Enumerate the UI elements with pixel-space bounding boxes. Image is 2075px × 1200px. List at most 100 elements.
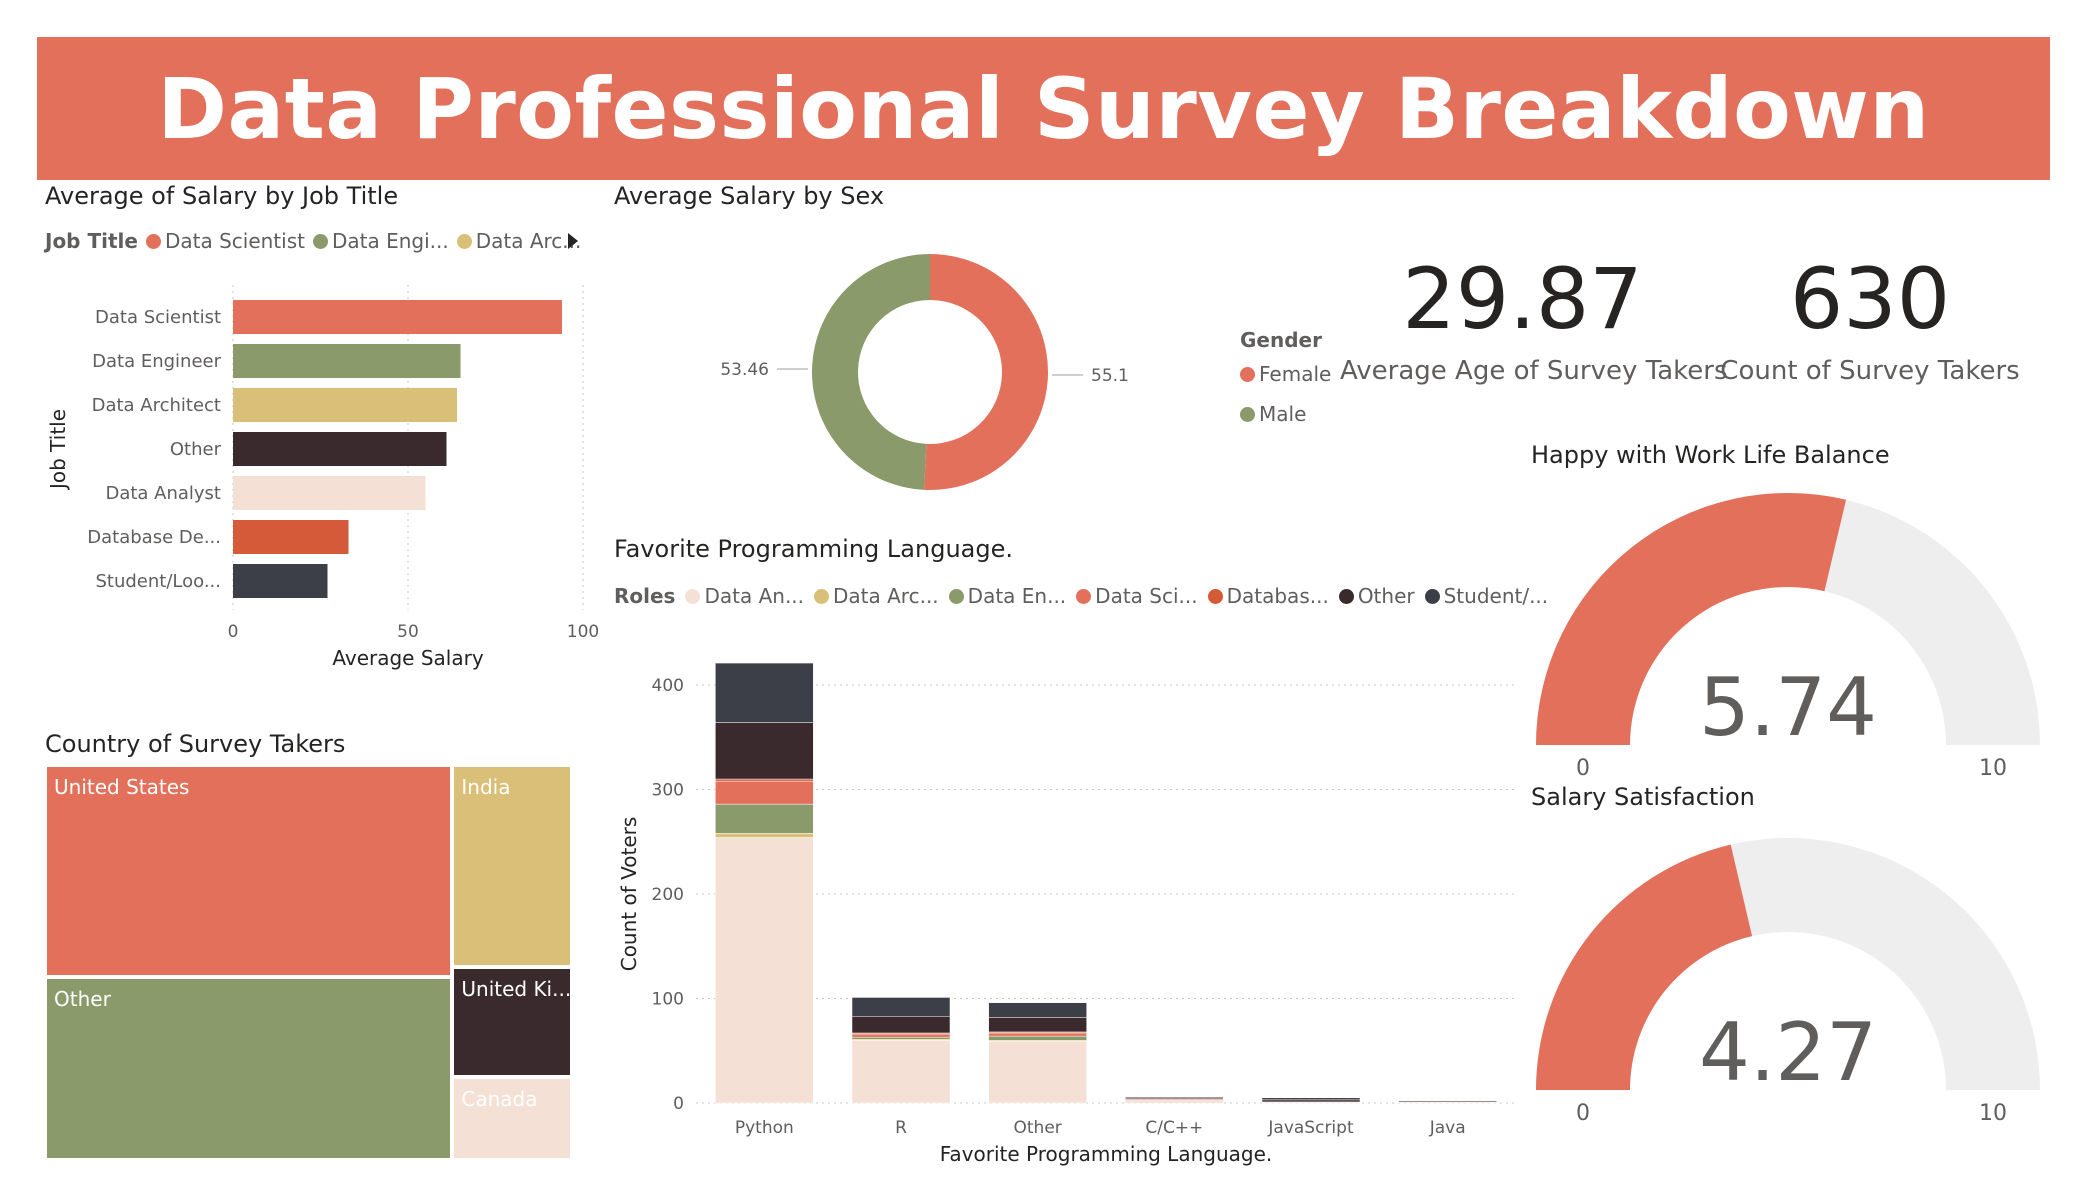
x-tick-label: 100 [567, 622, 599, 642]
stack-segment [1261, 1097, 1361, 1101]
gauge-min-label: 0 [1576, 756, 1590, 781]
stack-segment [988, 1002, 1087, 1018]
y-tick-label: Database De... [87, 527, 221, 548]
legend-dot [312, 233, 328, 249]
y-tick-label: 100 [652, 990, 684, 1010]
y-tick-label: 400 [652, 676, 684, 696]
legend-next-icon[interactable] [568, 233, 578, 249]
stack-segment [715, 803, 814, 834]
legend-dot [1207, 588, 1223, 604]
gender-legend-item[interactable]: Male [1240, 394, 1331, 434]
legend-label: Data Sci... [1095, 584, 1198, 608]
gauge-max-label: 10 [1979, 1101, 2007, 1126]
stack-segment [1125, 1096, 1224, 1099]
dashboard-banner: Data Professional Survey Breakdown [37, 37, 2050, 180]
stack-segment [715, 662, 814, 723]
x-tick-label: Java [1429, 1118, 1466, 1138]
roles-legend[interactable]: Roles Data An... Data Arc... Data En... Dat… [614, 584, 1548, 608]
legend-item-data-scientist[interactable]: Data Scientist [145, 229, 305, 253]
treemap-cell[interactable]: United Ki... [452, 966, 572, 1078]
stack-segment [715, 778, 814, 782]
y-tick-label: Data Scientist [95, 307, 221, 328]
roles-legend-title: Roles [614, 584, 676, 608]
legend-label: Female [1259, 362, 1332, 386]
y-tick-label: Student/Loo... [95, 571, 221, 592]
legend-label: Data An... [704, 584, 805, 608]
bar-6 [233, 564, 328, 598]
gender-legend[interactable]: Gender Female Male [1240, 320, 1331, 434]
y-tick-label: Data Architect [92, 395, 221, 416]
legend-item-data-architect[interactable]: Data Arc... [456, 229, 581, 253]
stack-segment [988, 1035, 1087, 1041]
y-axis-title: Count of Voters [617, 817, 641, 972]
donut-slice-0 [924, 254, 1048, 490]
stack-segment [715, 722, 814, 780]
roles-legend-item[interactable]: Data Arc... [814, 584, 939, 608]
count-label: Count of Survey Takers [1720, 356, 2020, 386]
x-tick-label: Other [1014, 1118, 1062, 1138]
gauge-min-label: 0 [1576, 1101, 1590, 1126]
stack-segment [715, 837, 814, 1104]
x-tick-label: R [895, 1118, 907, 1138]
roles-legend-item[interactable]: Other [1338, 584, 1415, 608]
treemap-cell[interactable]: United States [45, 765, 453, 977]
count-value: 630 [1789, 250, 1951, 348]
legend-item-data-engineer[interactable]: Data Engi... [312, 229, 449, 253]
stack-segment [715, 780, 814, 805]
legend-dot [145, 233, 161, 249]
legend-dot [1338, 588, 1354, 604]
y-tick-label: Data Engineer [92, 351, 221, 372]
country-title: Country of Survey Takers [45, 730, 346, 758]
roles-legend-item[interactable]: Databas... [1207, 584, 1329, 608]
legend-dot [1240, 406, 1255, 422]
legend-dot [1076, 588, 1092, 604]
treemap-cell[interactable]: India [452, 765, 572, 967]
roles-legend-item[interactable]: Data En... [948, 584, 1067, 608]
treemap-label: Other [54, 986, 111, 1011]
stack-segment [851, 1040, 951, 1104]
legend-dot [456, 233, 472, 249]
donut-data-label: 55.19 [1091, 366, 1130, 386]
legend-label: Male [1259, 402, 1307, 426]
legend-label: Data Engi... [331, 229, 449, 253]
roles-legend-item[interactable]: Data An... [685, 584, 804, 608]
stack-segment [1125, 1099, 1224, 1104]
bar-4 [233, 476, 426, 510]
avg-age-label: Average Age of Survey Takers [1340, 356, 1728, 386]
bar-0 [233, 300, 562, 334]
legend-label: Data En... [967, 584, 1067, 608]
salary-by-job-title: Average of Salary by Job Title [45, 182, 399, 210]
legend-dot [814, 588, 830, 604]
legend-dot [685, 588, 701, 604]
bar-5 [233, 520, 349, 554]
legend-dot [1424, 588, 1440, 604]
y-tick-label: Other [170, 439, 222, 460]
roles-legend-item[interactable]: Student/... [1424, 584, 1548, 608]
legend-dot [948, 588, 964, 604]
salary-by-sex-title: Average Salary by Sex [614, 182, 885, 210]
roles-legend-item[interactable]: Data Sci... [1076, 584, 1198, 608]
gauge-max-label: 10 [1979, 756, 2007, 781]
stack-segment [851, 1016, 951, 1034]
gauge-value: 5.74 [1699, 661, 1877, 754]
gauge-fill [1536, 493, 1847, 745]
stack-segment [1398, 1100, 1497, 1103]
work-life-title: Happy with Work Life Balance [1531, 441, 1890, 469]
x-tick-label: 50 [397, 622, 419, 642]
legend-label: Data Scientist [164, 229, 305, 253]
gender-legend-items: Female Male [1240, 354, 1331, 434]
gender-legend-title: Gender [1240, 328, 1322, 352]
languages-chart: 0 100 200 300 400 Python R Other C/C++ JavaScript… [617, 662, 1516, 1166]
gauge-fill [1536, 844, 1753, 1090]
treemap-label: United Ki... [461, 976, 572, 1001]
job-title-legend[interactable]: Job Title Data Scientist Data Engi... Da… [45, 229, 581, 253]
x-tick-label: JavaScript [1267, 1118, 1354, 1138]
y-tick-label: 300 [652, 781, 684, 801]
donut-data-label: 53.46 [720, 360, 769, 380]
treemap-label: United States [54, 775, 190, 799]
legend-dot [1240, 366, 1255, 382]
treemap-cell[interactable]: Canada [452, 1077, 572, 1160]
x-tick-label: C/C++ [1145, 1118, 1203, 1138]
gender-legend-item[interactable]: Female [1240, 354, 1331, 394]
treemap-cell[interactable]: Other [45, 976, 453, 1160]
